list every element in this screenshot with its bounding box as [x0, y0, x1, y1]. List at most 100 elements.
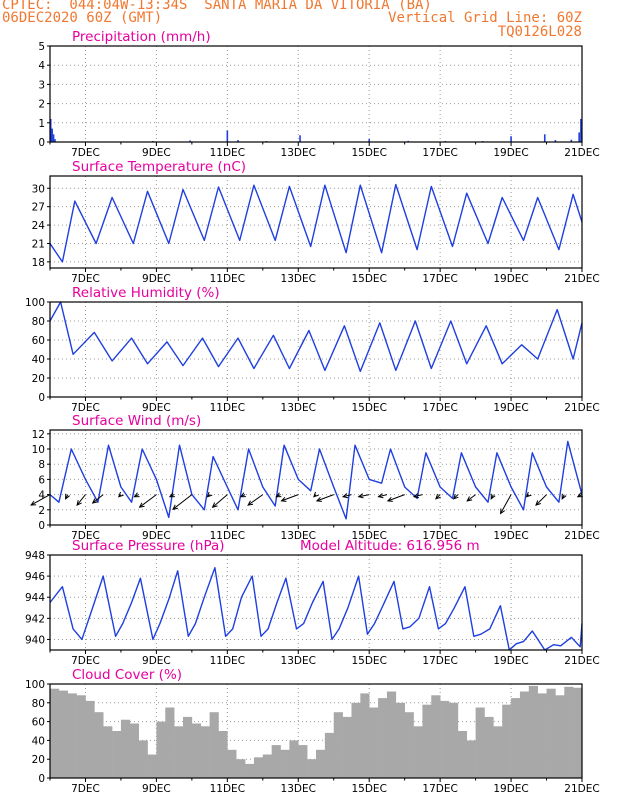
x-tick-label: 9DEC [142, 530, 171, 542]
x-tick-label: 7DEC [71, 402, 100, 414]
x-tick-label: 19DEC [493, 402, 528, 414]
panel-frame [49, 683, 583, 779]
cloud-bar [289, 740, 299, 778]
wind-arrowhead [452, 493, 459, 500]
wind-arrow [378, 494, 388, 498]
y-tick-label: 942 [25, 613, 45, 625]
grid-line-note: Vertical Grid Line: 60Z [388, 10, 582, 26]
panel-frame [49, 554, 583, 651]
wind-arrowhead [172, 504, 178, 510]
series-line [49, 183, 583, 263]
cloud-bar [50, 688, 60, 778]
wind-arrow [466, 494, 476, 502]
cloud-bar [440, 700, 450, 778]
cloud-bar [386, 691, 397, 778]
cloud-bar [262, 754, 272, 778]
panel-frame [49, 45, 583, 143]
x-tick-label: 13DEC [281, 783, 316, 795]
precip-bar [554, 140, 557, 142]
precip-bar [543, 134, 546, 142]
x-tick-label: 9DEC [142, 147, 171, 159]
cloud-bar [493, 726, 503, 778]
x-tick-label: 17DEC [422, 530, 457, 542]
wind-arrow [281, 494, 299, 502]
panel-5: 7DEC 9DEC 11DEC 13DEC 15DEC 17DEC 19DEC 21DEC 94… [25, 538, 600, 667]
wind-arrowhead [211, 502, 218, 508]
series-line [49, 567, 583, 651]
cloud-bar [537, 693, 547, 778]
x-tick-label: 17DEC [422, 147, 457, 159]
wind-arrow [342, 494, 352, 498]
cloud-bar [147, 754, 157, 778]
y-tick-label: 40 [32, 735, 45, 747]
cloud-bar [165, 707, 175, 778]
y-tick-label: 12 [32, 429, 45, 441]
y-tick-label: 0 [38, 520, 45, 532]
cloud-bar [316, 749, 326, 778]
panel-frame [49, 175, 583, 269]
x-tick-label: 15DEC [351, 402, 386, 414]
cloud-bar [413, 726, 423, 778]
precip-bar [52, 134, 55, 142]
wind-arrow [316, 494, 334, 502]
x-tick-label: 11DEC [210, 402, 245, 414]
x-tick-label: 9DEC [142, 783, 171, 795]
panel-title: Precipitation (mm/h) [72, 29, 211, 45]
wind-arrow [30, 494, 51, 506]
cloud-bar [191, 723, 202, 778]
cloud-bar [528, 685, 538, 778]
precip-bar [570, 139, 573, 142]
x-tick-label: 21DEC [564, 530, 599, 542]
panel-6: 7DEC 9DEC 11DEC 13DEC 15DEC 17DEC 19DEC 21DEC 0 2… [25, 667, 600, 795]
precip-bar [580, 118, 582, 142]
wind-arrowhead [206, 491, 213, 498]
cloud-bar [253, 757, 264, 778]
wind-arrow [172, 494, 193, 510]
cloud-bar [466, 740, 476, 778]
wind-arrow [387, 494, 405, 502]
wind-arrow [139, 494, 157, 508]
wind-arrow [92, 494, 104, 504]
precip-bar [578, 132, 580, 142]
y-tick-label: 3 [38, 79, 45, 91]
cloud-bar [431, 695, 441, 778]
cloud-bar [174, 726, 184, 778]
panel-1: 7DEC 9DEC 11DEC 13DEC 15DEC 17DEC 19DEC 21DEC 0 1… [38, 29, 599, 159]
model-code: TQ0126L028 [497, 24, 582, 40]
wind-arrowhead [133, 492, 140, 498]
cloud-bar [511, 698, 521, 778]
panel-title: Surface Wind (m/s) [72, 413, 201, 429]
cloud-bar [573, 687, 583, 778]
cloud-bar [138, 740, 148, 778]
wind-arrow [500, 494, 512, 514]
wind-arrowhead [500, 508, 505, 515]
cloud-bar [307, 759, 317, 778]
series-line [49, 440, 583, 520]
y-tick-label: 0 [38, 392, 45, 404]
x-tick-label: 13DEC [281, 147, 316, 159]
y-tick-label: 1 [38, 118, 45, 130]
precip-bar [237, 140, 239, 142]
y-tick-label: 21 [32, 238, 45, 250]
x-tick-label: 9DEC [142, 402, 171, 414]
y-tick-label: 60 [32, 335, 45, 347]
wind-arrow [413, 494, 423, 498]
cloud-bar [209, 712, 219, 778]
cloud-bar [85, 700, 95, 778]
cloud-bar [404, 712, 414, 778]
y-tick-label: 944 [25, 592, 45, 604]
x-tick-label: 11DEC [210, 655, 245, 667]
cloud-bar [395, 702, 405, 778]
cloud-bar [218, 731, 228, 778]
x-tick-label: 7DEC [71, 147, 100, 159]
wind-arrowhead [341, 493, 349, 499]
cloud-bar [484, 716, 494, 778]
x-tick-label: 13DEC [281, 655, 316, 667]
y-tick-label: 20 [32, 373, 45, 385]
cloud-bar [236, 759, 246, 778]
cloud-bar [271, 745, 281, 778]
y-tick-label: 18 [32, 257, 45, 269]
cloud-bar [449, 702, 459, 778]
cloud-bar [94, 712, 104, 778]
